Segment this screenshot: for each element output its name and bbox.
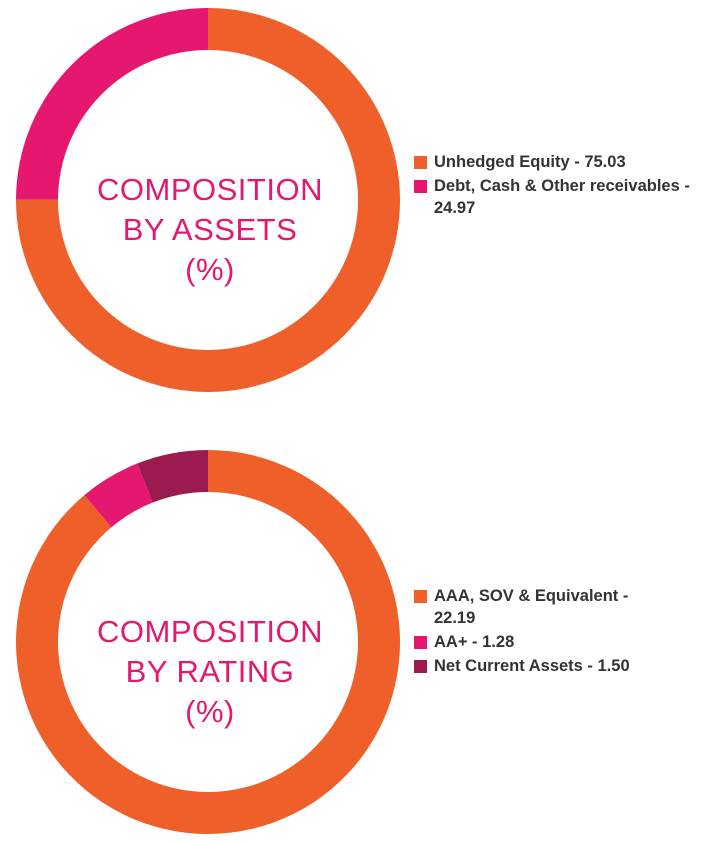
assets-legend-item: Debt, Cash & Other receivables - 24.97 xyxy=(414,175,714,219)
rating-legend: AAA, SOV & Equivalent - 22.19 AA+ - 1.28… xyxy=(414,585,714,679)
assets-title-line-2: BY ASSETS xyxy=(122,212,298,247)
assets-center-title: COMPOSITION BY ASSETS (%) xyxy=(60,170,360,290)
assets-title-line-3: (%) xyxy=(185,252,235,287)
rating-donut xyxy=(15,450,400,834)
rating-legend-item: AA+ - 1.28 xyxy=(414,631,714,653)
assets-donut xyxy=(15,8,400,392)
assets-legend-label: Unhedged Equity - 75.03 xyxy=(434,153,626,171)
legend-swatch xyxy=(414,636,427,649)
legend-swatch xyxy=(414,180,427,193)
legend-swatch xyxy=(414,660,427,673)
assets-legend: Unhedged Equity - 75.03 Debt, Cash & Oth… xyxy=(414,151,714,221)
rating-title-line-3: (%) xyxy=(185,694,235,729)
assets-legend-item: Unhedged Equity - 75.03 xyxy=(414,151,714,173)
legend-swatch xyxy=(414,590,427,603)
rating-legend-label: AAA, SOV & Equivalent - 22.19 xyxy=(434,587,629,627)
rating-legend-item: AAA, SOV & Equivalent - 22.19 xyxy=(414,585,674,629)
rating-title-line-2: BY RATING xyxy=(125,654,295,689)
rating-legend-label: AA+ - 1.28 xyxy=(434,633,515,651)
donut-slice-2 xyxy=(16,8,209,200)
rating-title-line-1: COMPOSITION xyxy=(97,614,323,649)
assets-title-line-1: COMPOSITION xyxy=(97,172,323,207)
donut-slice-3 xyxy=(137,450,208,503)
rating-composition-chart: COMPOSITION BY RATING (%) AAA, SOV & Equ… xyxy=(0,440,717,845)
rating-center-title: COMPOSITION BY RATING (%) xyxy=(60,612,360,732)
rating-legend-label: Net Current Assets - 1.50 xyxy=(434,657,630,675)
rating-legend-item: Net Current Assets - 1.50 xyxy=(414,655,714,677)
assets-composition-chart: COMPOSITION BY ASSETS (%) Unhedged Equit… xyxy=(0,0,717,410)
assets-legend-label: Debt, Cash & Other receivables - 24.97 xyxy=(434,177,690,217)
donut-slice-2 xyxy=(84,463,153,528)
legend-swatch xyxy=(414,156,427,169)
